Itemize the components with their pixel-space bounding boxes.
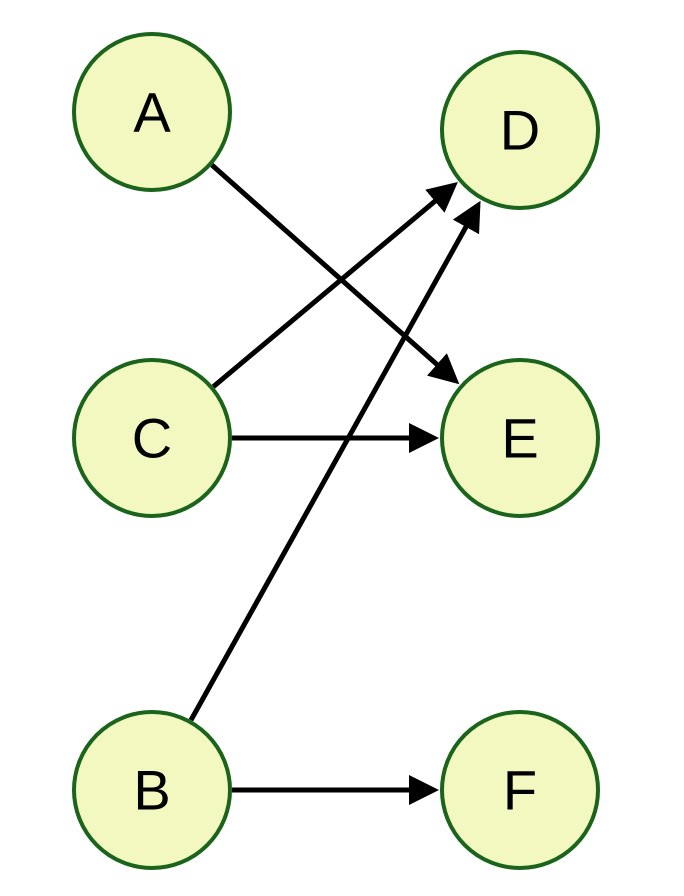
bipartite-graph: A D C E B F [0,0,684,896]
node-F: F [442,712,598,868]
edges-group [191,165,478,790]
node-D: D [442,52,598,208]
node-label-B: B [133,759,170,822]
node-label-F: F [503,759,537,822]
node-C: C [74,360,230,516]
node-A: A [74,34,230,190]
node-label-C: C [132,407,172,470]
edge-C-D [213,185,454,386]
nodes-group: A D C E B F [74,34,598,868]
node-B: B [74,712,230,868]
node-label-D: D [500,99,540,162]
edge-A-E [212,165,456,381]
node-E: E [442,360,598,516]
node-label-A: A [133,81,171,144]
node-label-E: E [501,407,538,470]
